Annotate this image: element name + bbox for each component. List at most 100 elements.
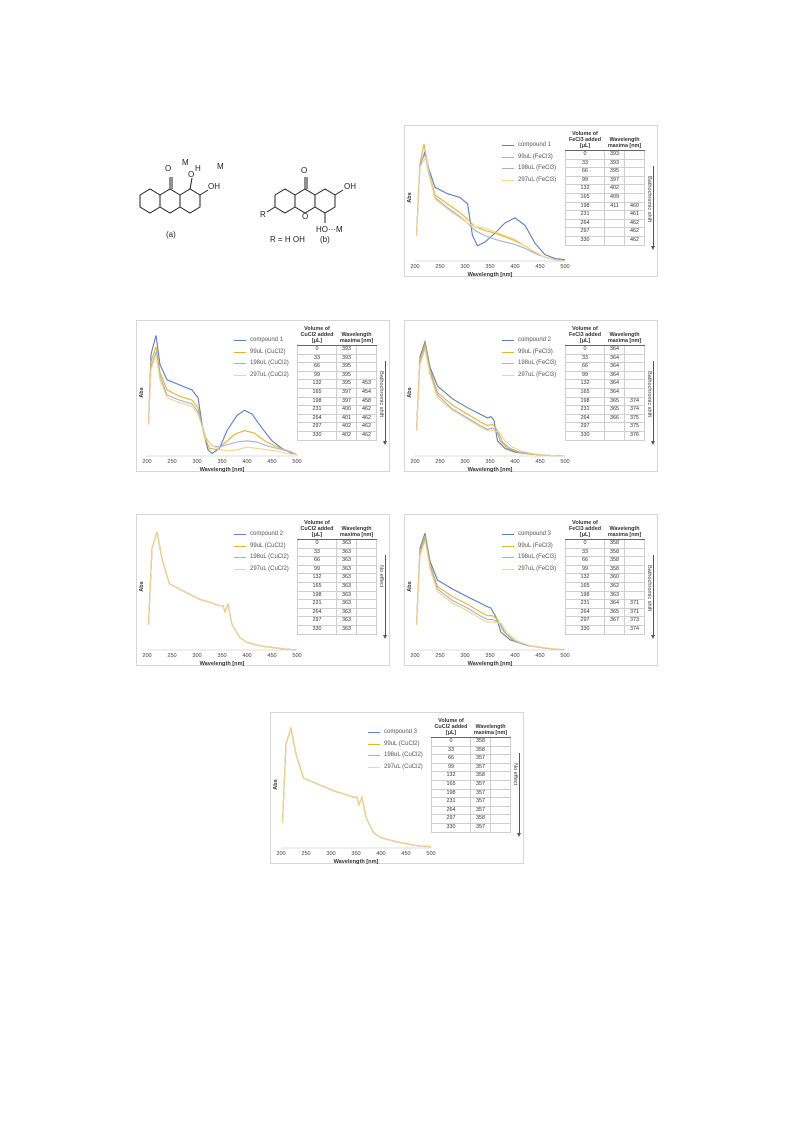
- series-line-4: [147, 531, 298, 651]
- legend-label: compound 2: [518, 337, 552, 343]
- series-line-4: [415, 155, 566, 262]
- table-row: 66 358: [565, 556, 645, 566]
- table-cell: 357: [470, 779, 491, 790]
- legend-item: 99uL (CuCl2): [368, 739, 423, 751]
- legend-swatch: [368, 732, 380, 734]
- table-cell: [604, 422, 625, 432]
- table-cell: 132: [297, 573, 337, 583]
- table-cell: 358: [470, 771, 491, 781]
- table-cell: 462: [624, 227, 645, 237]
- table-cell: [624, 353, 645, 364]
- table-row: 165 397 454: [297, 387, 377, 398]
- legend-item: 99uL (CuCl2): [234, 347, 289, 359]
- table-row: 165 364: [565, 387, 645, 398]
- table-cell: 357: [470, 805, 491, 816]
- struct-b-oh: OH: [344, 182, 356, 191]
- legend-item: 99uL (FeCl3): [502, 152, 556, 164]
- table-cell: 132: [565, 573, 605, 583]
- x-tick-label: 300: [192, 653, 201, 659]
- table-row: 231 357: [431, 797, 511, 807]
- uv-vis-chart: 200 250 300 350 400 450 500 Wavelength [nm] Abs: [407, 144, 570, 278]
- struct-b-o2: O: [302, 212, 309, 221]
- table-header-wavelength: Wavelength maxima [nm]: [336, 519, 377, 540]
- table-cell: 0: [297, 345, 337, 355]
- table-cell: [356, 599, 377, 609]
- y-axis-label: Abs: [407, 387, 413, 398]
- table-cell: [490, 788, 511, 799]
- table-row: 99 395: [297, 370, 377, 381]
- wavelength-maxima-table: Volume of FeCl3 added [μL] Wavelength max…: [565, 519, 645, 635]
- x-axis-label: Wavelength [nm]: [468, 272, 513, 278]
- table-cell: 33: [565, 547, 605, 558]
- uv-vis-chart: 200 250 300 350 400 450 500 Wavelength [nm] Abs: [139, 531, 302, 667]
- table-cell: 165: [431, 779, 471, 790]
- table-row: 297 402 462: [297, 422, 377, 432]
- shift-note: Bathochromic shift: [646, 176, 652, 223]
- table-cell: 462: [356, 405, 377, 415]
- legend-label: 297uL (FeCl3): [518, 176, 557, 183]
- table-row: 297 363: [297, 616, 377, 626]
- table-cell: 409: [604, 192, 625, 203]
- table-cell: 411: [604, 201, 625, 212]
- table-cell: 66: [565, 167, 605, 177]
- table-cell: 462: [356, 422, 377, 432]
- table-row: 66 364: [565, 362, 645, 372]
- table-cell: 297: [431, 814, 471, 824]
- table-cell: 462: [624, 218, 645, 229]
- table-cell: 297: [297, 422, 337, 432]
- table-cell: [356, 624, 377, 635]
- table-cell: 393: [604, 150, 625, 160]
- struct-b-label: (b): [320, 235, 330, 244]
- table-cell: 363: [336, 539, 357, 549]
- table-cell: [490, 745, 511, 756]
- shift-note: Bathochromic shift: [378, 371, 384, 418]
- table-cell: 364: [604, 353, 625, 364]
- table-cell: 33: [297, 353, 337, 364]
- x-tick-label: 450: [535, 653, 544, 659]
- table-header-volume: Volume of FeCl3 added [μL]: [565, 325, 605, 346]
- table-cell: 395: [336, 379, 357, 389]
- series-line-2: [147, 346, 298, 456]
- table-cell: [356, 573, 377, 583]
- table-row: 99 397: [565, 175, 645, 186]
- table-cell: 165: [565, 581, 605, 592]
- table-cell: 165: [565, 192, 605, 203]
- table-cell: [624, 175, 645, 186]
- table-cell: 357: [470, 788, 491, 799]
- table-cell: 330: [431, 822, 471, 833]
- legend-swatch: [368, 743, 380, 745]
- table-cell: 401: [336, 413, 357, 424]
- table-cell: 330: [297, 624, 337, 635]
- table-row: 297 358: [431, 814, 511, 824]
- table-row: 264 357: [431, 805, 511, 816]
- table-cell: [624, 581, 645, 592]
- legend-swatch: [502, 568, 514, 570]
- table-cell: [624, 379, 645, 389]
- struct-a-o2: O: [188, 170, 195, 179]
- table-cell: 264: [297, 607, 337, 618]
- table-cell: 132: [565, 184, 605, 194]
- table-cell: 264: [431, 805, 471, 816]
- table-row: 198 363: [565, 590, 645, 601]
- table-row: 198 357: [431, 788, 511, 799]
- legend-item: 198uL (CuCl2): [234, 358, 289, 370]
- table-cell: [624, 150, 645, 160]
- table-cell: 363: [336, 616, 357, 626]
- table-cell: 375: [624, 413, 645, 424]
- legend-swatch: [234, 363, 246, 365]
- table-cell: [624, 370, 645, 381]
- table-cell: 66: [297, 556, 337, 566]
- table-cell: 397: [604, 175, 625, 186]
- table-row: 0 393: [565, 150, 645, 160]
- x-tick-label: 400: [242, 653, 251, 659]
- panel-compound3-cucl2: 200 250 300 350 400 450 500 Wavelength [nm] Abs c…: [270, 712, 524, 865]
- series-line-3: [147, 351, 298, 456]
- table-cell: 357: [470, 762, 491, 773]
- x-tick-label: 450: [267, 459, 276, 465]
- table-row: 330 376: [565, 430, 645, 441]
- table-cell: 358: [604, 564, 625, 575]
- table-row: 330 374: [565, 624, 645, 635]
- table-cell: 330: [565, 235, 605, 246]
- legend-swatch: [502, 351, 514, 353]
- table-cell: 364: [604, 362, 625, 372]
